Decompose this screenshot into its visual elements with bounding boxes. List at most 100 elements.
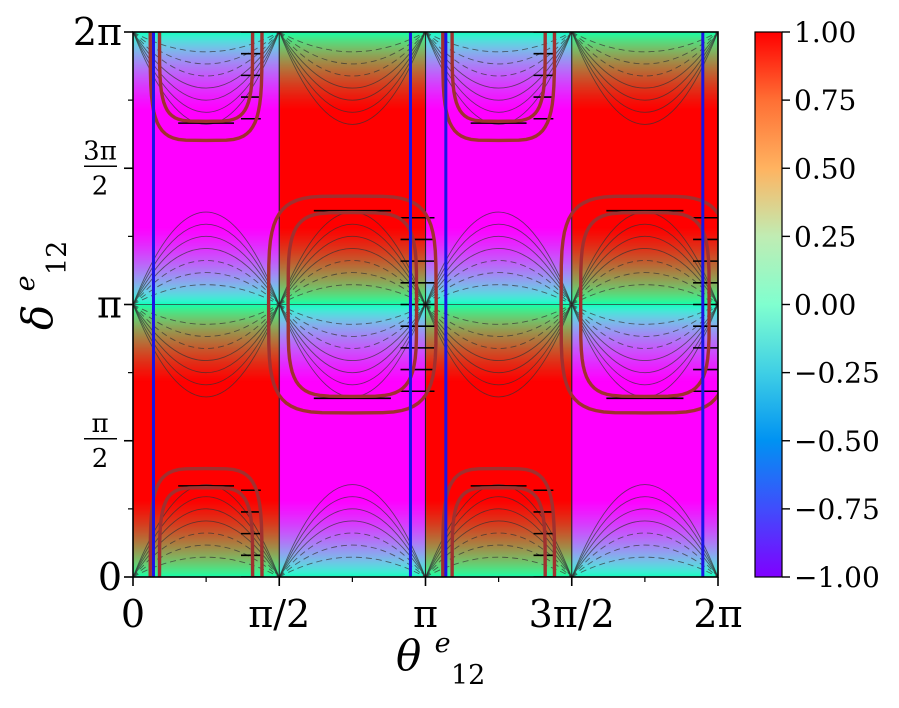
contour-line-9-5	[571, 496, 718, 577]
contour-line-8-5	[425, 32, 572, 33]
contour-line-lower-10-4	[571, 304, 718, 374]
x-tick-label-0: 0	[121, 592, 145, 636]
contour-line-lower-1-3	[133, 304, 280, 362]
contour-line-9-2	[571, 532, 718, 577]
contour-line-lower-1-4	[133, 304, 280, 374]
contour-line-5-6	[279, 32, 426, 33]
contour-line-lower-7-3	[425, 304, 573, 362]
colorbar-tick-label-8: −1.00	[794, 561, 880, 594]
y-axis-label-symbol: δ	[13, 305, 62, 330]
contour-line-8-4	[425, 32, 572, 33]
contour-line-lower-7-1	[425, 304, 572, 337]
y-axis-label-sub: 12	[42, 241, 73, 275]
contour-line-lower-7-0	[425, 304, 572, 325]
x-axis-label: θ e 12	[396, 613, 485, 691]
x-tick-label-2: π	[413, 592, 438, 636]
contour-line-10-3	[571, 247, 718, 305]
contour-line-4-5	[278, 224, 426, 305]
region-outer-loop-5	[441, 32, 557, 143]
contour-line-2-0	[133, 32, 280, 33]
contour-line-2-4	[133, 32, 280, 33]
contour-line-lower-4-0	[279, 304, 426, 325]
contour-line-2-5	[133, 32, 280, 33]
contour-line-8-0	[425, 32, 572, 33]
y-tick-label-4: 2π	[73, 10, 122, 54]
contour-line-3-1	[279, 544, 426, 577]
region-inner-loop-0	[286, 210, 419, 399]
contour-line-lower-11-0	[571, 32, 718, 53]
region-outer-loop-2	[148, 466, 264, 577]
contour-line-1-0	[133, 284, 280, 305]
y-tick-label-num-1: π	[91, 409, 108, 439]
overlay-layer	[133, 32, 718, 577]
contour-line-7-2	[425, 260, 572, 305]
colorbar-ticks: 1.00 0.75 0.50 0.25 0.00 −0.25 −0.50 −0.75 −1.00	[782, 16, 880, 594]
colorbar-tick-label-5: −0.25	[794, 357, 880, 390]
contour-line-11-3	[571, 32, 718, 33]
x-tick-label-1: π/2	[248, 592, 310, 636]
y-axis-label: δ e 12	[0, 241, 73, 330]
contour-line-11-6	[571, 32, 718, 33]
contour-line-4-2	[279, 260, 426, 305]
region-outer-loop-3	[441, 466, 557, 577]
contour-line-lower-4-3	[278, 304, 426, 362]
contour-line-7-4	[425, 235, 573, 305]
contour-line-lower-10-3	[571, 304, 718, 362]
colorbar	[755, 32, 782, 577]
contour-line-3-5	[278, 496, 426, 577]
contour-line-lower-11-3	[571, 32, 718, 89]
contour-line-8-6	[425, 32, 572, 33]
contour-line-lower-5-6	[278, 32, 426, 125]
colorbar-tick-label-2: 0.50	[794, 152, 856, 185]
x-axis-label-symbol: θ	[396, 631, 421, 680]
contour-line-lower-10-1	[571, 304, 718, 337]
contour-line-lower-10-0	[571, 304, 718, 325]
contour-line-lower-11-1	[571, 32, 718, 65]
contour-line-9-6	[571, 484, 718, 577]
contour-line-7-3	[425, 247, 573, 305]
contour-line-1-3	[133, 247, 280, 305]
contour-line-10-1	[571, 272, 718, 305]
contour-line-lower-5-2	[279, 32, 426, 77]
contour-line-9-4	[571, 508, 718, 577]
contour-line-lower-11-5	[571, 32, 718, 113]
contour-line-10-0	[571, 284, 718, 305]
contour-line-4-0	[279, 284, 426, 305]
x-axis-label-sup: e	[435, 628, 451, 659]
contour-line-3-4	[278, 508, 426, 577]
y-tick-label-0: 0	[98, 555, 122, 599]
contour-line-8-1	[425, 32, 572, 33]
contour-line-lower-4-2	[279, 304, 426, 349]
colorbar-tick-label-6: −0.50	[794, 425, 880, 458]
contour-line-5-4	[279, 32, 426, 33]
contour-line-5-3	[279, 32, 426, 33]
contour-line-2-1	[133, 32, 280, 33]
y-axis-label-sup: e	[10, 275, 41, 291]
contour-line-5-2	[279, 32, 426, 33]
contour-line-lower-5-5	[278, 32, 426, 113]
contour-line-3-3	[278, 520, 426, 577]
x-tick-label-4: 2π	[693, 592, 742, 636]
contour-line-7-0	[425, 284, 572, 305]
x-axis-label-sub: 12	[451, 660, 485, 691]
contour-line-lower-7-5	[425, 304, 573, 385]
contour-line-3-6	[278, 484, 426, 577]
contour-line-1-5	[133, 224, 280, 305]
contour-line-lower-10-5	[571, 304, 718, 385]
contour-line-5-1	[279, 32, 426, 33]
contour-line-lower-1-1	[133, 304, 280, 337]
contour-line-lower-1-5	[133, 304, 280, 385]
colorbar-tick-label-3: 0.25	[794, 220, 856, 253]
region-inner-loop-3	[450, 485, 547, 577]
y-tick-label-den-1: 2	[92, 444, 109, 474]
contour-line-11-1	[571, 32, 718, 33]
region-inner-loop-1	[578, 210, 711, 399]
colorbar-tick-label-1: 0.75	[794, 84, 856, 117]
contour-line-lower-11-4	[571, 32, 718, 101]
colorbar-tick-label-7: −0.75	[794, 493, 880, 526]
contour-line-8-3	[425, 32, 572, 33]
region-inner-loop-5	[450, 32, 547, 124]
contour-line-9-0	[571, 556, 718, 577]
